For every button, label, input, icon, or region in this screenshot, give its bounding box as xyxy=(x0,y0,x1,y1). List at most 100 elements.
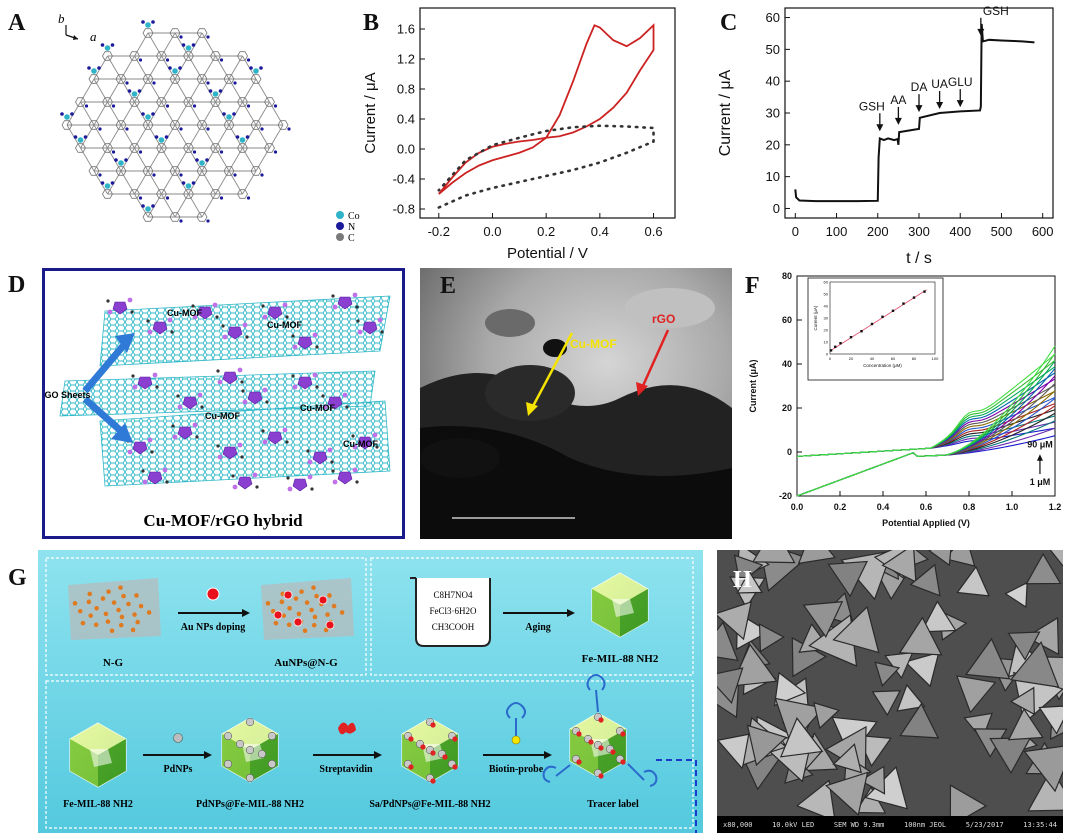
inset-data-point xyxy=(860,330,863,333)
y-tick-label: 60 xyxy=(766,10,780,25)
cu-mof-label-4: Cu-MOF xyxy=(300,403,335,413)
cv-series-dotted xyxy=(437,124,655,209)
streptavidin-icon xyxy=(338,722,356,735)
y-tick-label: 50 xyxy=(766,42,780,57)
fe-mil-octahedron-icon xyxy=(591,572,649,638)
sem-info-bar: x80,000 10.0kV LED SEM WD 9.3mm 100nm JE… xyxy=(717,816,1063,833)
injection-label: UA xyxy=(931,77,948,91)
hybrid-caption: Cu-MOF/rGO hybrid xyxy=(143,511,303,530)
rgo-arrow-icon-up xyxy=(82,333,135,394)
inset-data-point xyxy=(891,309,895,312)
panel-c-amperometry-chart: 0 100 200 300 400 500 600 0 10 20 30 40 50 60 t / s Cur… xyxy=(700,0,1065,270)
y-tick-label: -0.8 xyxy=(393,202,415,217)
inset-data-point xyxy=(849,336,853,339)
cu-mof-arrow-icon xyxy=(530,332,574,409)
sem-scale: 100nm JEOL xyxy=(903,820,947,829)
cv-curve-reverse xyxy=(796,360,1056,497)
inset-x-tick-label: 40 xyxy=(870,356,875,361)
x-tick-label: 600 xyxy=(1032,224,1054,239)
panel-label-c: C xyxy=(720,10,738,36)
panel-label-b: B xyxy=(363,10,380,36)
fe-mil-octahedron-icon-2 xyxy=(69,722,127,788)
cv-curve-forward xyxy=(796,390,1056,457)
inset-data-point xyxy=(870,322,874,326)
ng-sheet-drawing xyxy=(68,578,161,640)
annotation-1um: 1 μM xyxy=(1030,477,1051,487)
panel-label-g: G xyxy=(8,565,27,591)
biotin-probe-label: Biotin-probe xyxy=(489,764,544,775)
rgo-sheets-label: rGO Sheets xyxy=(45,390,91,400)
cv-curve-forward xyxy=(796,427,1056,457)
cv-curve-forward xyxy=(796,353,1056,457)
inset-fit-line xyxy=(829,289,927,352)
plot-frame xyxy=(784,7,1054,219)
injection-arrow-head xyxy=(894,117,902,125)
y-tick-label: 0.4 xyxy=(397,112,415,127)
axis-a-label: a xyxy=(90,29,97,44)
injection-arrow-head xyxy=(977,28,985,36)
sem-image-svg xyxy=(717,550,1063,828)
injection-arrow-head xyxy=(876,124,884,132)
chart-b-svg: -0.2 0.0 0.2 0.4 0.6 -0.8 -0.4 0.0 0.4 0.8 1.2 1.6 P… xyxy=(362,7,676,262)
panel-label-d: D xyxy=(8,272,26,298)
x-tick-label: 0.2 xyxy=(537,224,555,239)
y-tick-label: 80 xyxy=(782,271,792,281)
amperometry-series xyxy=(794,23,1035,203)
mof-lattice-drawing xyxy=(60,20,291,223)
sem-magnification: x80,000 xyxy=(723,820,753,829)
y-tick-label: 20 xyxy=(766,137,780,152)
injection-arrow-head xyxy=(915,105,923,113)
cu-mof-clusters xyxy=(106,292,384,492)
legend-n: N xyxy=(348,222,355,233)
x-tick-label: 1.2 xyxy=(1049,502,1062,512)
cv-series-solid xyxy=(438,23,655,195)
cv-curve-reverse xyxy=(796,420,1056,497)
y-axis-label: Current / μA xyxy=(362,72,379,153)
injection-label: GLU xyxy=(948,75,973,89)
sem-date: 5/23/2017 xyxy=(965,820,1004,829)
y-tick-label: 0 xyxy=(773,201,780,216)
x-tick-label: 0.4 xyxy=(591,224,609,239)
inset-x-tick-label: 100 xyxy=(932,356,939,361)
inset-data-point xyxy=(912,296,916,299)
panel-a-crystal-structure: b a Co N C xyxy=(40,5,370,245)
tracer-label-icon xyxy=(542,674,658,787)
x-axis-label: Potential / V xyxy=(507,245,588,262)
panel-label-f: F xyxy=(745,273,760,299)
beaker-reagent-2: FeCl3·6H2O xyxy=(430,606,478,616)
aging-label: Aging xyxy=(525,622,551,633)
rgo-tem-label: rGO xyxy=(652,312,675,326)
y-tick-label: -20 xyxy=(779,491,792,501)
tracer-label-text: Tracer label xyxy=(587,799,639,810)
cv-curve-reverse xyxy=(796,368,1056,497)
x-tick-label: 0.0 xyxy=(483,224,501,239)
inset-x-tick-label: 80 xyxy=(912,356,917,361)
panel-e-tem-image: Cu-MOF rGO xyxy=(420,268,732,539)
inset-data-point xyxy=(881,315,884,318)
inset-x-tick-label: 20 xyxy=(849,356,854,361)
inset-background xyxy=(807,277,944,381)
y-tick-label: 1.2 xyxy=(397,52,415,67)
pdnps-fe-mil-icon xyxy=(221,717,279,783)
element-legend: Co N C xyxy=(336,211,360,244)
inset-x-axis-label: Concentration (μM) xyxy=(863,363,902,368)
y-tick-label: 40 xyxy=(766,74,780,89)
x-tick-label: 400 xyxy=(949,224,971,239)
y-tick-label: 10 xyxy=(766,169,780,184)
chart-c-svg: 0 100 200 300 400 500 600 0 10 20 30 40 50 60 t / s Cur… xyxy=(717,4,1054,267)
plot-frame xyxy=(419,7,676,219)
injection-arrow-head xyxy=(936,102,944,109)
axis-indicator-icon: b a xyxy=(58,11,97,44)
fe-mil-label-2: Fe-MIL-88 NH2 xyxy=(63,799,133,810)
panel-label-e: E xyxy=(440,273,457,299)
inset-x-tick-label: 60 xyxy=(891,356,896,361)
injection-label: GSH xyxy=(859,99,885,113)
chart-f-svg: 0.0 0.2 0.4 0.6 0.8 1.0 1.2 -20 0 20 40 60 80 Potenti… xyxy=(748,271,1062,528)
cu-mof-label-5: Cu-MOF xyxy=(343,439,378,449)
cu-mof-label-2: Cu-MOF xyxy=(267,320,302,330)
streptavidin-label: Streptavidin xyxy=(319,764,373,775)
y-tick-label: 60 xyxy=(782,315,792,325)
inset-y-axis-label: Current (μA) xyxy=(813,305,818,330)
x-tick-label: 0.6 xyxy=(920,502,933,512)
cv-curve-reverse xyxy=(796,405,1056,497)
